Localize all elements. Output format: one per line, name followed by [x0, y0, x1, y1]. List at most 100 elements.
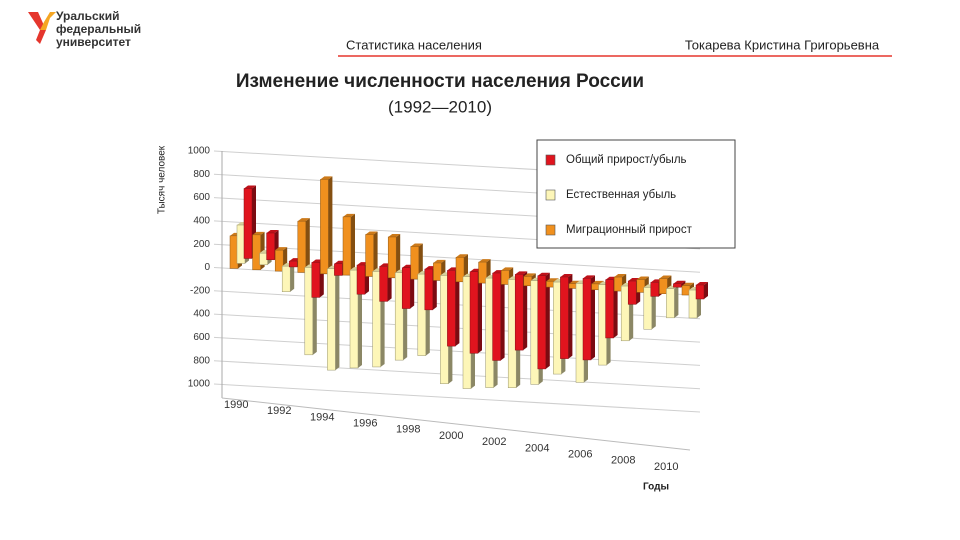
bar-top [583, 275, 595, 279]
y-tick-label: 600 [193, 332, 210, 343]
bar [492, 272, 501, 361]
bar [582, 278, 592, 361]
chart-subtitle: (1992—2010) [388, 97, 492, 116]
bar-side [591, 275, 595, 360]
y-tick-label: 400 [193, 309, 210, 320]
bar [643, 287, 653, 330]
bar-side [305, 218, 310, 273]
y-tick-label: 1000 [188, 379, 211, 390]
logo-shape [28, 12, 46, 44]
y-tick-label: 800 [193, 355, 210, 366]
bar-side [545, 272, 550, 369]
bar-top [636, 276, 649, 280]
bar-top [252, 231, 265, 235]
bar [304, 267, 314, 356]
bar [666, 288, 675, 319]
header-topic: Статистика населения [346, 37, 482, 52]
x-axis-label: Годы [643, 482, 669, 493]
legend-swatch [545, 224, 556, 236]
x-tick-label: 2000 [439, 430, 463, 442]
bar [342, 216, 352, 276]
bar-top [537, 272, 550, 276]
bar [455, 257, 465, 282]
bar [297, 220, 307, 273]
bar-side [455, 267, 460, 347]
bar [349, 269, 359, 369]
y-tick-label: 1000 [188, 146, 211, 157]
bar [320, 179, 329, 275]
bar-top [560, 274, 573, 278]
bar-top [456, 254, 468, 258]
x-tick-label: 1996 [353, 418, 377, 430]
bar [514, 274, 524, 351]
x-tick-label: 2006 [568, 449, 592, 461]
bar [387, 236, 397, 279]
bar [417, 273, 427, 356]
bar-side [613, 276, 618, 338]
y-tick-label: 800 [193, 169, 210, 180]
bar [424, 268, 434, 311]
bar [659, 278, 668, 294]
x-tick-label: 2008 [611, 455, 635, 467]
x-tick-label: 2010 [654, 461, 678, 473]
bar-top [501, 267, 514, 271]
bar-side [674, 285, 679, 318]
bar [311, 262, 321, 298]
legend-swatch [545, 189, 556, 201]
bar [500, 270, 510, 285]
bar [695, 284, 705, 300]
legend: Общий прирост/убыль Естественная убыль Миг… [536, 139, 736, 249]
x-tick-label: 1998 [396, 424, 420, 436]
bar [605, 279, 614, 339]
bar [327, 268, 336, 371]
grid-line [213, 383, 701, 413]
bar [252, 234, 261, 271]
grid-line [213, 336, 701, 366]
plot: 1000 800 600 400 -200 0 200 400 600 800 1000 1990 19… [188, 146, 708, 473]
legend-label: Общий прирост/убыль [566, 154, 687, 166]
header-author: Токарева Кристина Григорьевна [685, 37, 880, 52]
bar [627, 280, 637, 305]
bar-side [328, 176, 333, 274]
bar [365, 234, 374, 277]
bar-top [244, 185, 256, 189]
legend-swatch [545, 154, 556, 166]
chart-title: Изменение численности населения России [236, 71, 644, 92]
bar [433, 262, 442, 281]
y-tick-label: 600 [193, 192, 210, 203]
bar [274, 249, 284, 272]
bar-top [266, 229, 279, 233]
bar-side [290, 263, 295, 292]
bar-top [591, 280, 604, 284]
legend-label: Миграционный прирост [566, 224, 693, 236]
legend-label: Естественная убыль [566, 189, 676, 201]
bar [372, 271, 381, 368]
bar-side [568, 274, 573, 359]
bar [410, 246, 420, 280]
bar-top [546, 278, 559, 282]
logo-text: федеральный [56, 22, 141, 36]
bar-top [673, 280, 686, 284]
y-tick-label: -200 [190, 285, 210, 296]
bar [673, 283, 682, 288]
bar [478, 261, 487, 284]
axis-line [221, 397, 691, 451]
x-tick-label: 2004 [525, 442, 549, 454]
bar-top [410, 243, 423, 247]
bar [537, 275, 547, 370]
logo-text: Уральский [56, 9, 119, 23]
bar-side [704, 282, 708, 300]
grid-line [213, 360, 701, 390]
bar [379, 266, 388, 302]
bar-top [478, 259, 491, 263]
x-tick-label: 1992 [267, 405, 291, 417]
bar [650, 282, 660, 297]
x-tick-label: 1990 [224, 399, 248, 411]
bar-side [373, 231, 378, 277]
bar-top [275, 247, 288, 251]
bar [636, 279, 646, 293]
bar-side [396, 233, 401, 278]
y-tick-label: 0 [204, 262, 210, 273]
bar [401, 267, 411, 309]
